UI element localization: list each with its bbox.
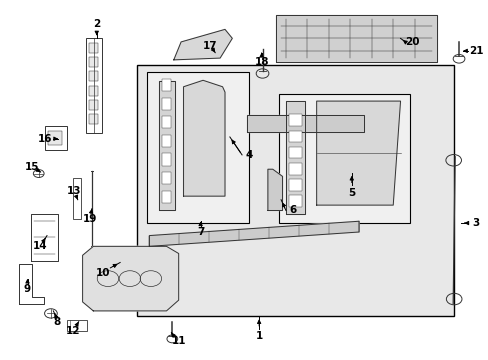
Text: 1: 1 — [255, 331, 262, 341]
Bar — [89, 71, 98, 81]
Polygon shape — [159, 81, 175, 211]
Polygon shape — [183, 80, 224, 196]
Polygon shape — [173, 30, 232, 60]
Bar — [89, 86, 98, 96]
Text: 6: 6 — [289, 206, 296, 216]
Bar — [288, 131, 301, 142]
Circle shape — [103, 275, 113, 282]
Text: 3: 3 — [471, 218, 479, 228]
Text: 4: 4 — [245, 150, 253, 160]
Bar — [44, 126, 66, 149]
Text: 13: 13 — [66, 186, 81, 196]
Polygon shape — [31, 214, 58, 261]
Bar — [147, 72, 249, 223]
Bar — [288, 147, 301, 158]
Bar — [86, 39, 102, 134]
Text: 8: 8 — [53, 317, 61, 327]
Text: 16: 16 — [38, 134, 53, 144]
Polygon shape — [82, 246, 178, 311]
Bar — [288, 179, 301, 191]
Polygon shape — [285, 101, 305, 214]
Bar — [73, 178, 81, 220]
Text: 12: 12 — [65, 326, 80, 336]
Bar — [161, 153, 171, 166]
Bar — [161, 135, 171, 147]
Text: 15: 15 — [25, 162, 40, 172]
Text: 7: 7 — [197, 227, 204, 237]
Bar — [161, 116, 171, 129]
Polygon shape — [19, 264, 43, 304]
Text: 11: 11 — [171, 336, 185, 346]
Bar — [288, 195, 301, 207]
Circle shape — [125, 275, 135, 282]
Bar — [89, 100, 98, 110]
Bar — [161, 172, 171, 184]
Text: 5: 5 — [347, 188, 355, 198]
Bar — [89, 57, 98, 67]
Polygon shape — [267, 169, 282, 211]
Bar — [288, 163, 301, 175]
Polygon shape — [276, 15, 436, 62]
Bar — [137, 65, 453, 316]
Bar — [161, 98, 171, 110]
Polygon shape — [246, 116, 363, 132]
Text: 14: 14 — [32, 241, 47, 251]
Polygon shape — [316, 101, 400, 205]
Text: 21: 21 — [468, 46, 482, 56]
Text: 9: 9 — [24, 284, 31, 294]
Circle shape — [146, 275, 156, 282]
Text: 19: 19 — [82, 215, 97, 224]
Bar — [48, 131, 61, 145]
Bar — [66, 320, 87, 330]
Text: 10: 10 — [96, 268, 110, 278]
Bar — [161, 191, 171, 203]
Polygon shape — [149, 221, 358, 246]
Bar — [89, 114, 98, 125]
Text: 17: 17 — [203, 41, 217, 50]
Text: 18: 18 — [254, 57, 268, 67]
Bar — [161, 79, 171, 91]
Bar — [89, 42, 98, 53]
Text: 2: 2 — [93, 19, 100, 29]
Bar — [288, 114, 301, 126]
Text: 20: 20 — [405, 37, 419, 47]
Bar — [278, 94, 409, 223]
